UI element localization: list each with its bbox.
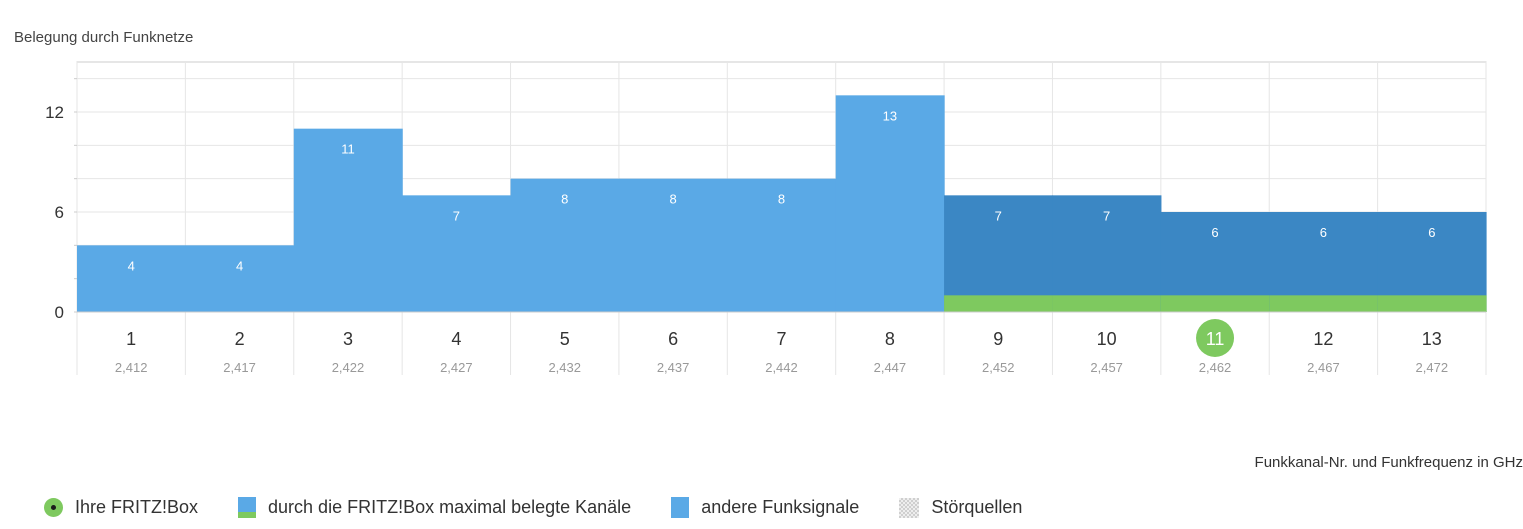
value-labels: 4 4 11 7 8 8 8 13 7 7 6 6 6 [128,108,1436,273]
frequency-label: 2,427 [440,360,473,375]
bar-channel-2 [185,245,295,312]
value-label: 7 [453,208,460,223]
value-label: 8 [561,192,568,207]
value-label: 4 [236,258,243,273]
x-tick-label: 7 [776,329,786,349]
x-tick-label: 5 [560,329,570,349]
value-label: 7 [1103,208,1110,223]
legend-item-interference: Störquellen [899,497,1022,518]
fritzbox-channels-swatch [238,497,257,518]
bars [77,95,1487,312]
fritz-band-channel-12 [1269,295,1379,312]
value-label: 4 [128,258,135,273]
bar-channel-6 [618,178,728,312]
value-label: 6 [1211,225,1218,240]
bar-channel-1 [77,245,186,312]
x-tick-label: 9 [993,329,1003,349]
value-label: 11 [341,142,355,157]
fritz-band-channel-11 [1160,295,1270,312]
axes: 0 6 12 1 2,412 2 2,417 3 2,422 4 2,427 5 2,432 6 2,437… [45,78,1486,375]
legend-item-fritz-channels: durch die FRITZ!Box maximal belegte Kanä… [238,497,631,518]
legend-item-other-signals: andere Funksignale [671,497,859,518]
x-axis-label: Funkkanal-Nr. und Funkfrequenz in GHz [1254,454,1523,471]
bar-channel-9 [944,195,1054,312]
x-tick-label: 10 [1097,329,1117,349]
frequency-label: 2,452 [982,360,1015,375]
x-tick-label: 2 [235,329,245,349]
frequency-label: 2,417 [223,360,256,375]
legend-label: Störquellen [931,497,1023,517]
value-label: 8 [778,192,785,207]
chart-title: Belegung durch Funknetze [14,29,194,46]
value-label: 7 [995,208,1002,223]
x-tick-label: 6 [668,329,678,349]
interference-swatch [899,497,920,518]
x-tick-label: 13 [1422,329,1442,349]
legend-item-own-fritzbox: Ihre FRITZ!Box [44,497,198,518]
x-tick-label: 4 [451,329,461,349]
channel-occupancy-chart: 4 4 11 7 8 8 8 13 7 7 6 6 6 0 6 12 1 2,412 2 2,417 3 2,422 4 2… [45,61,1487,375]
bar-channel-5 [510,178,620,312]
y-tick-label: 0 [55,303,64,322]
bar-channel-10 [1052,195,1162,312]
frequency-label: 2,442 [765,360,798,375]
x-tick-label: 8 [885,329,895,349]
x-tick-label: 1 [126,329,136,349]
legend-label: andere Funksignale [701,497,860,517]
frequency-label: 2,457 [1090,360,1123,375]
value-label: 6 [1320,225,1327,240]
fritz-band-channel-9 [944,295,1054,312]
bar-channel-8 [835,95,945,312]
fritz-band-channel-13 [1377,295,1487,312]
value-label: 13 [883,108,897,123]
frequency-label: 2,422 [332,360,365,375]
frequency-label: 2,447 [874,360,907,375]
y-tick-label: 6 [55,203,64,222]
frequency-label: 2,462 [1199,360,1232,375]
other-signals-swatch [671,497,690,518]
y-tick-label: 12 [45,103,64,122]
legend-label: durch die FRITZ!Box maximal belegte Kanä… [268,497,632,517]
value-label: 6 [1428,225,1435,240]
frequency-label: 2,437 [657,360,690,375]
legend-label: Ihre FRITZ!Box [75,497,199,517]
legend: Ihre FRITZ!Box durch die FRITZ!Box maxim… [44,497,1062,518]
bar-channel-4 [402,195,512,312]
fritz-band-channel-10 [1052,295,1162,312]
frequency-label: 2,472 [1416,360,1449,375]
bar-channel-7 [727,178,837,312]
x-tick-label: 3 [343,329,353,349]
x-tick-label: 12 [1313,329,1333,349]
value-label: 8 [669,192,676,207]
x-tick-label: 11 [1206,329,1225,349]
frequency-label: 2,467 [1307,360,1340,375]
frequency-label: 2,412 [115,360,148,375]
fritzbox-dot-icon [44,498,63,517]
own-channel-marker [1196,319,1235,357]
frequency-label: 2,432 [548,360,581,375]
bar-channel-3 [293,128,403,312]
